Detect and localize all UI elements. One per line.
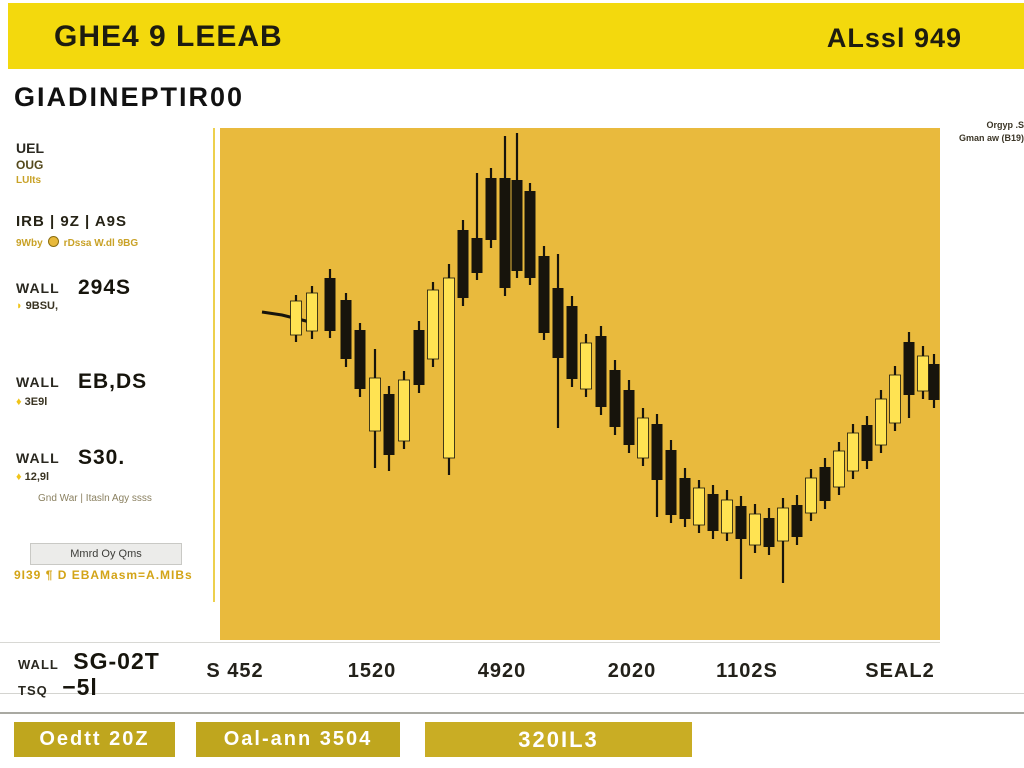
x-axis-tick-label: SEAL2 [865,660,935,682]
summary-label: WALL [18,657,59,672]
sidebar-footnote: Gnd War | Itasln Agy ssss [38,493,152,504]
x-axis-tick-label: 4920 [477,660,527,682]
bottom-action-button-1[interactable]: Oedtt 20Z [14,722,175,757]
sidebar-chart-divider [213,128,215,602]
divider-above-buttons [0,712,1024,714]
bottom-action-button-3[interactable]: 320IL3 [425,722,692,757]
stat-row: WALL S30. [16,446,124,469]
bullet-icon: ◗ [16,300,23,312]
bottom-summary-row: TSQ −5l [18,674,98,701]
bullet-icon: ♦ [16,396,22,408]
top-header-bar: GHE4 9 LEEAB ALssl 949 [8,3,1024,69]
divider-under-axis [0,693,1024,694]
stat-subtext: ♦ 12,9l [16,471,49,483]
stat-label: WALL [16,280,60,296]
sidebar-info-line1: UEL [16,140,44,156]
summary-value: −5l [62,674,98,700]
x-axis-tick-label: 1520 [347,660,397,682]
bottom-summary-row: WALL SG-02T [18,648,160,675]
stat-label: WALL [16,374,60,390]
stat-row: WALL EB,DS [16,370,146,393]
stat-value: S30. [78,446,126,469]
candlestick-svg [261,133,940,583]
corner-note-line1: Orgyp .S [986,120,1024,130]
summary-value: SG-02T [73,648,160,674]
sidebar-section-subtitle: 9Wby rDssa W.dl 9BG [16,236,138,249]
subtitle-right-text: rDssa W.dl 9BG [63,238,139,249]
header-account-label: ALssl 949 [826,23,962,53]
sidebar-info-line3: LUIts [16,175,41,186]
bullet-icon: ♦ [16,471,22,483]
stat-subtext: ◗ 9BSU, [16,300,58,312]
subtitle-left-text: 9Wby [16,238,43,249]
sidebar-info-line2: OUG [16,158,44,172]
stat-sub-value: 12,9l [24,471,50,483]
stat-value: EB,DS [78,370,148,393]
coin-icon [47,236,59,247]
stat-subtext: ♦ 3E9l [16,396,47,408]
sidebar-link-row[interactable]: 9I39 ¶ D EBAMasm=A.MIBs [14,568,193,582]
summary-label: TSQ [18,683,48,698]
page-title: GIADINEPTIR00 [14,82,245,112]
stat-row: WALL 294S [16,276,130,299]
stat-sub-value: 3E9l [24,396,48,408]
x-axis-tick-label: 2020 [607,660,657,682]
stat-value: 294S [78,276,132,299]
app-title: GHE4 9 LEEAB [54,20,283,53]
stat-sub-value: 9BSU, [25,300,59,312]
x-axis-tick-label: 1102S [716,660,778,682]
x-axis-tick-label: S 452 [206,660,264,682]
candlestick-chart[interactable] [220,128,940,640]
corner-note-line2: Gman aw (B19) [958,133,1024,143]
chart-corner-note: Orgyp .S Gman aw (B19) [946,119,1024,145]
bottom-action-button-2[interactable]: Oal-ann 3504 [196,722,400,757]
stat-label: WALL [16,450,60,466]
sidebar-section-title: IRB | 9Z | A9S [16,213,128,230]
divider-under-chart [0,642,940,643]
sidebar-grey-button[interactable]: Mmrd Oy Qms [30,543,182,565]
